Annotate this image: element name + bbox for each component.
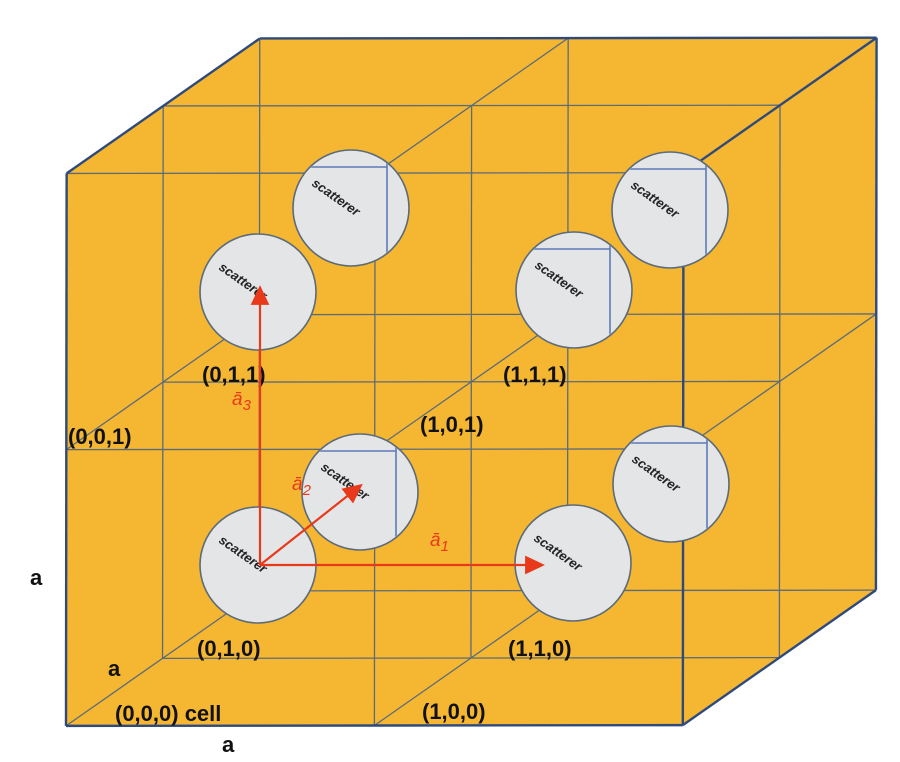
- svg-text:(1,0,1): (1,0,1): [420, 412, 484, 437]
- svg-text:a: a: [30, 565, 43, 590]
- svg-text:(0,1,0): (0,1,0): [197, 636, 261, 661]
- svg-text:(1,1,0): (1,1,0): [508, 636, 572, 661]
- svg-text:(1,1,1): (1,1,1): [503, 362, 567, 387]
- svg-text:(0,0,1): (0,0,1): [68, 424, 132, 449]
- svg-text:a: a: [108, 656, 121, 681]
- svg-text:a: a: [222, 732, 235, 757]
- svg-text:(0,1,1): (0,1,1): [202, 362, 266, 387]
- svg-text:(0,0,0) cell: (0,0,0) cell: [115, 701, 221, 726]
- svg-text:(1,0,0): (1,0,0): [422, 699, 486, 724]
